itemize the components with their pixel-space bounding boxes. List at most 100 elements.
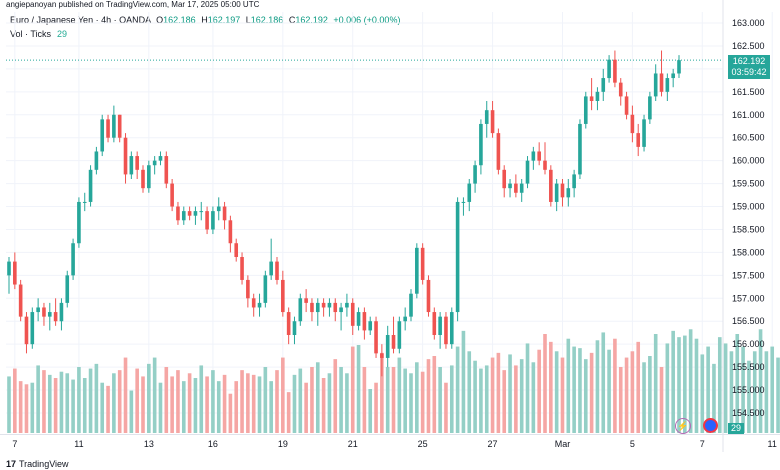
volume-bar (624, 357, 629, 433)
symbol-name[interactable]: Euro / Japanese Yen · 4h · OANDA (10, 15, 151, 25)
candle-body (257, 302, 262, 308)
x-tick-label: 27 (488, 439, 498, 449)
y-tick-label: 155.500 (732, 362, 765, 372)
flash-icon[interactable]: ⚡ (675, 418, 691, 434)
volume-bar (240, 370, 244, 433)
candle-body (607, 59, 611, 79)
candle-body (205, 211, 209, 230)
volume-bar (461, 330, 466, 433)
volume-legend[interactable]: Vol · Ticks 29 (10, 29, 67, 39)
last-price-tag: 162.192 03:59:42 (728, 55, 770, 79)
candle-body (438, 316, 442, 335)
volume-bar (42, 370, 46, 433)
x-tick-label: 19 (278, 439, 288, 449)
volume-bar (397, 357, 402, 433)
volume-bar (607, 349, 611, 433)
candle-body (222, 206, 227, 221)
y-tick-label: 159.500 (732, 179, 765, 189)
candle-body (234, 243, 239, 257)
candle-body (315, 302, 320, 313)
candle-body (24, 316, 29, 345)
candle-body (275, 261, 279, 280)
candle-body (519, 183, 524, 193)
candle-body (187, 211, 192, 216)
candle-body (624, 96, 629, 115)
volume-bar (205, 376, 209, 433)
last-price-value: 162.192 (732, 56, 766, 66)
volume-bar (473, 360, 477, 433)
volume-bar (432, 356, 437, 433)
volume-bar (706, 346, 710, 433)
candle-body (566, 188, 571, 198)
candle-body (490, 110, 495, 134)
volume-bar (112, 373, 116, 433)
volume-bar (531, 362, 536, 433)
volume-bar (65, 373, 70, 433)
candle-body (618, 82, 623, 97)
volume-bar (572, 346, 576, 433)
candle-body (444, 316, 448, 345)
candle-body (415, 247, 419, 294)
volume-bar (554, 351, 559, 433)
volume-bar (415, 362, 419, 433)
candle-body (82, 201, 87, 203)
candle-body (502, 169, 507, 189)
candle-body (345, 302, 349, 308)
candle-body (304, 298, 308, 303)
footer-brand[interactable]: 17 TradingView (6, 459, 69, 469)
x-tick-label: Mar (555, 439, 571, 449)
candle-body (374, 321, 378, 354)
candle-body (263, 275, 268, 303)
volume-value: 29 (57, 29, 68, 39)
candle-body (298, 298, 303, 322)
candle-body (572, 174, 576, 189)
volume-bar (467, 351, 472, 433)
candle-body (281, 279, 285, 313)
candle-body (653, 73, 658, 97)
close-label: C (288, 15, 296, 25)
open-label: O (156, 15, 164, 25)
candle-body (449, 312, 454, 345)
volume-bar (747, 360, 751, 433)
candle-body (135, 156, 139, 170)
candle-body (403, 316, 407, 322)
volume-bar (764, 351, 769, 433)
volume-bar (82, 378, 87, 433)
candle-body (583, 96, 588, 124)
candle-body (100, 119, 105, 152)
candle-body (613, 59, 617, 83)
volume-bar (618, 367, 623, 433)
volume-bar (257, 376, 262, 433)
volume-bar (141, 376, 145, 433)
volume-bar (374, 382, 378, 433)
volume-bar (543, 334, 547, 433)
volume-bar (484, 365, 489, 433)
volume-bar (345, 373, 349, 433)
y-tick-label: 160.000 (732, 156, 765, 166)
volume-bar (653, 334, 658, 433)
y-tick-label: 155.000 (732, 385, 765, 395)
candle-body (71, 243, 75, 276)
candle-body (147, 165, 151, 189)
volume-bar (88, 368, 93, 433)
volume-bar (170, 376, 174, 433)
volume-bar (350, 346, 355, 433)
target-icon[interactable] (703, 418, 718, 433)
candle-body (129, 156, 134, 175)
volume-bar (193, 378, 198, 433)
x-tick-label: 25 (418, 439, 428, 449)
volume-bar (211, 370, 215, 433)
volume-bar (502, 370, 507, 433)
volume-bar (222, 374, 227, 433)
volume-bar (286, 392, 291, 433)
x-tick-label: 7 (12, 439, 17, 449)
x-tick-label: 7 (700, 439, 705, 449)
candle-body (677, 60, 681, 74)
candle-body (286, 312, 291, 335)
candle-body (123, 137, 128, 175)
volume-bar (30, 382, 35, 433)
volume-bar (688, 329, 693, 433)
volume-bar (449, 365, 454, 433)
volume-bar (583, 359, 588, 433)
